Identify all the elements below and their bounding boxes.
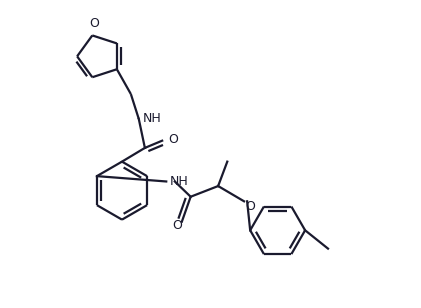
Text: O: O bbox=[172, 219, 182, 232]
Text: O: O bbox=[89, 17, 99, 30]
Text: O: O bbox=[245, 200, 256, 213]
Text: NH: NH bbox=[142, 112, 161, 125]
Text: O: O bbox=[168, 132, 178, 146]
Text: NH: NH bbox=[170, 175, 189, 188]
